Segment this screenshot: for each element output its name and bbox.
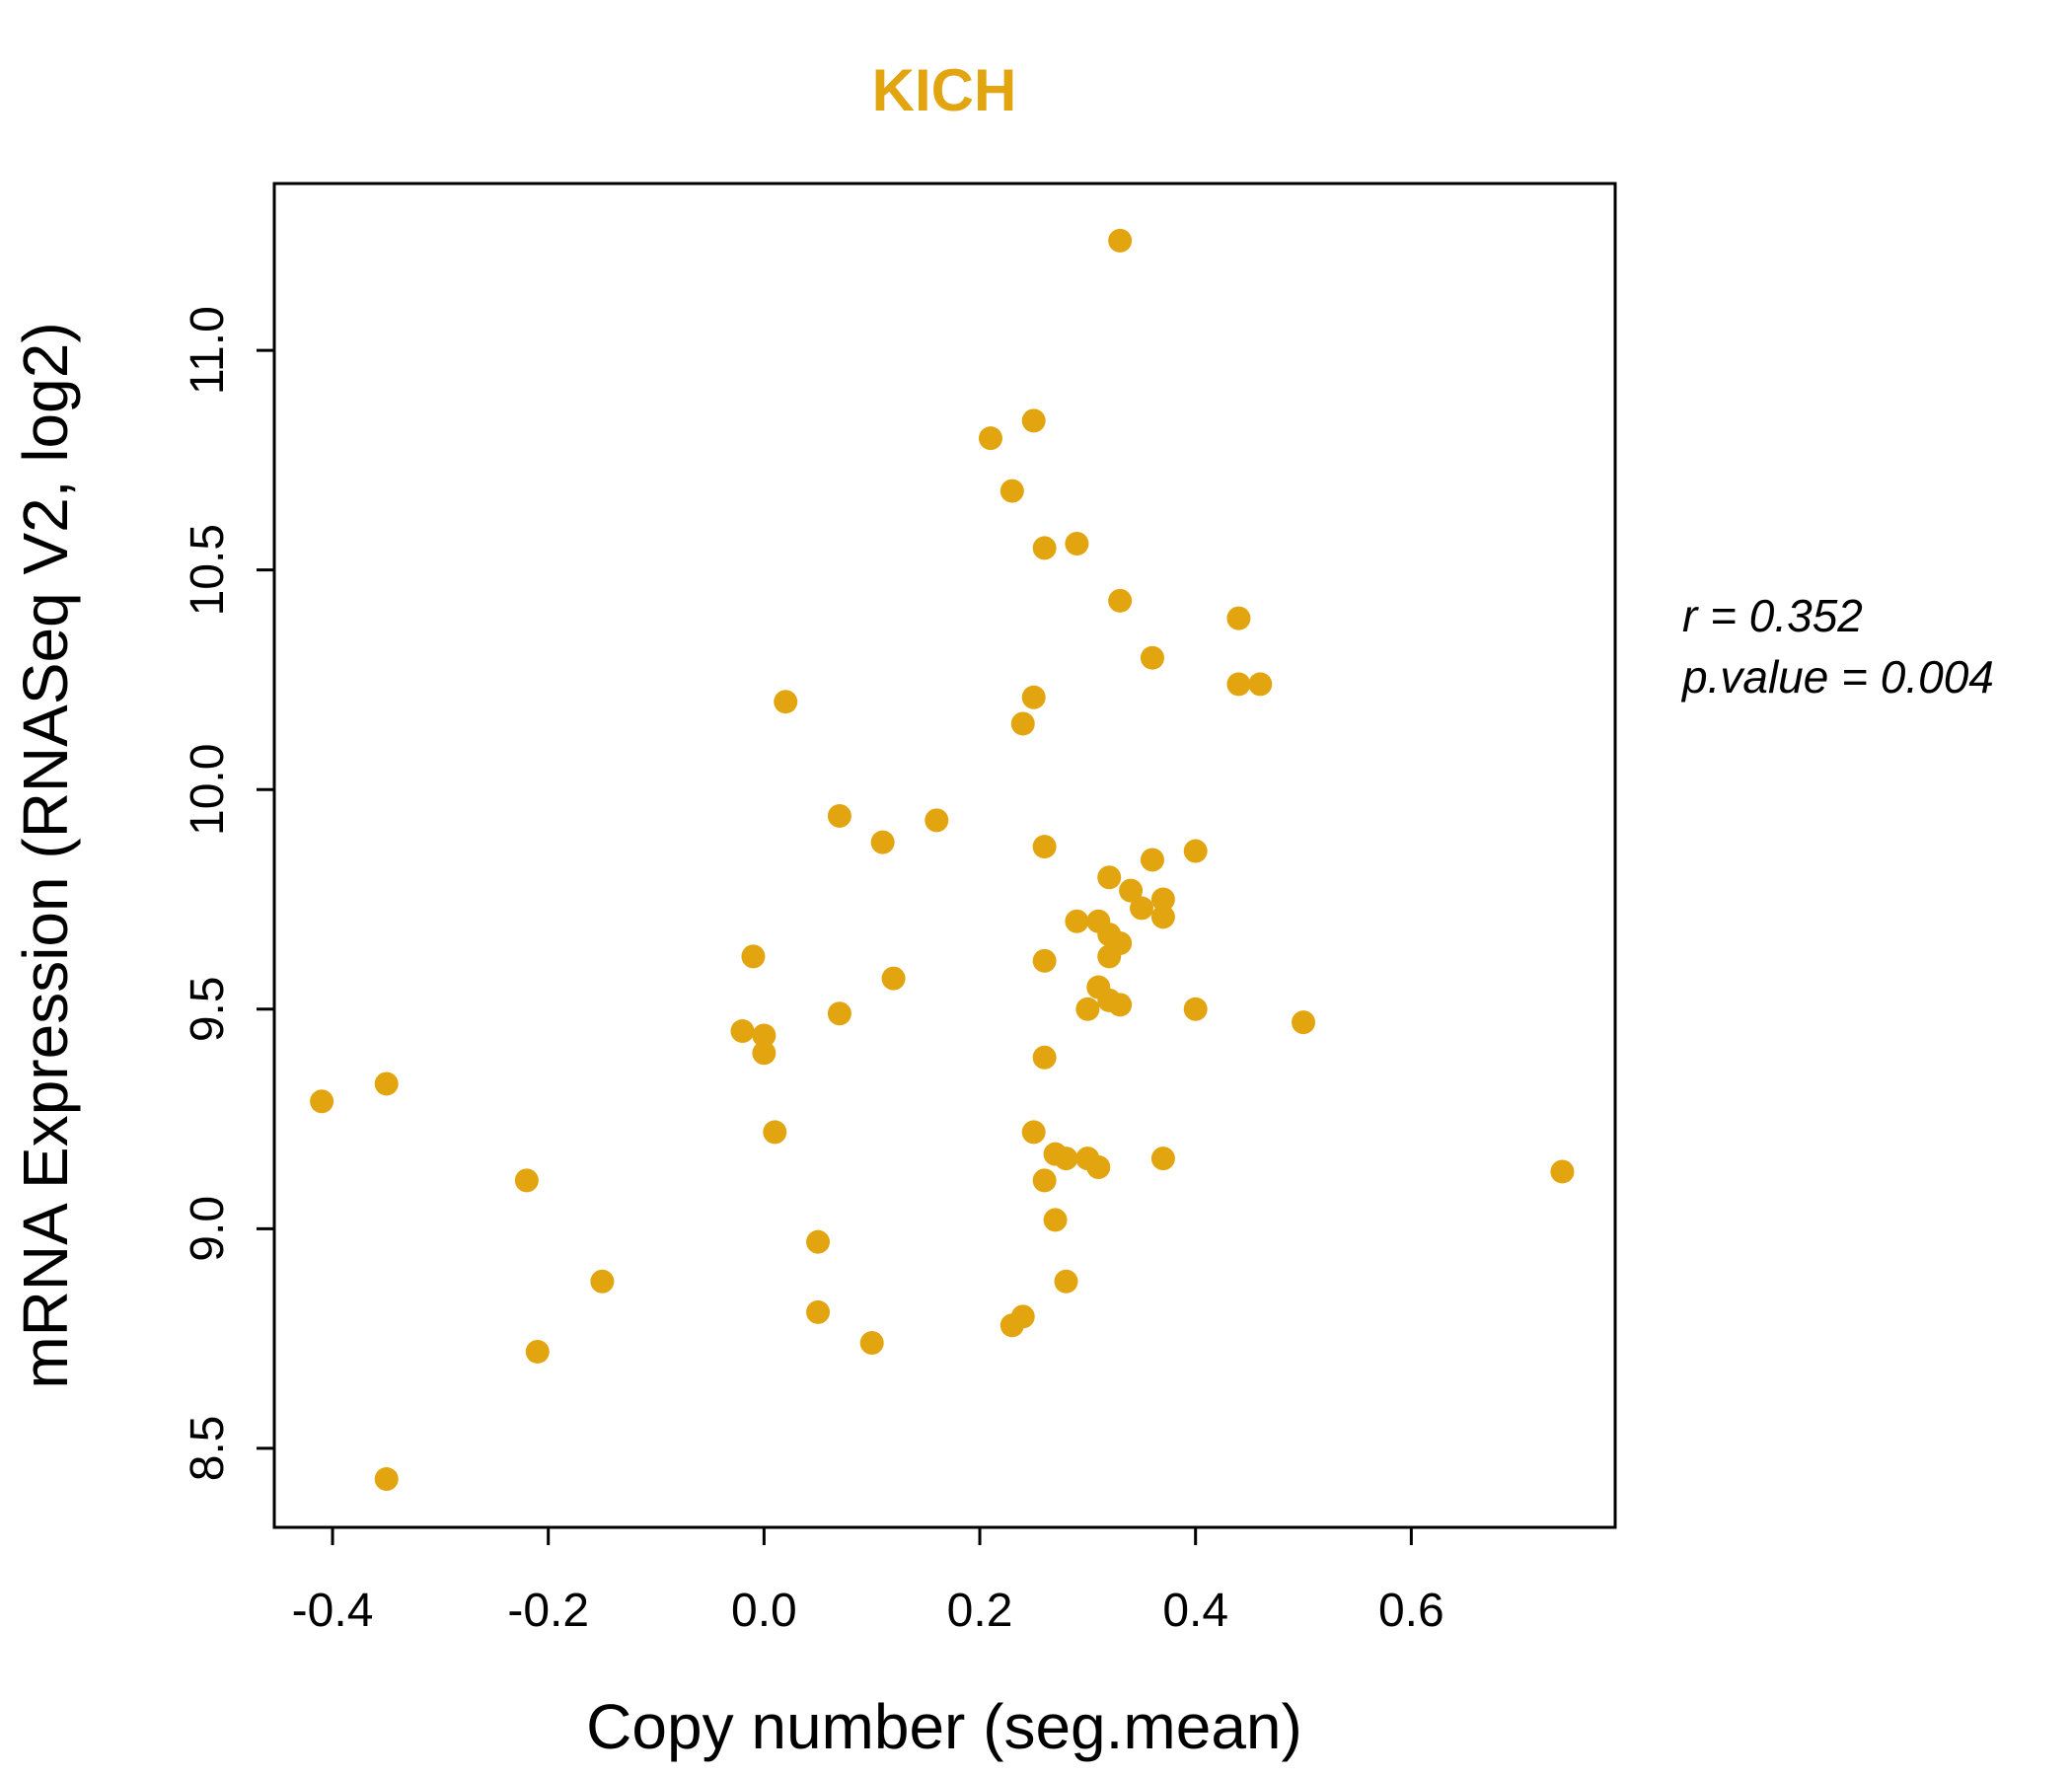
data-point <box>1140 645 1164 670</box>
data-point <box>925 808 949 833</box>
data-point <box>859 1331 884 1356</box>
data-point <box>1075 997 1100 1021</box>
x-tick-label: -0.2 <box>507 1585 589 1637</box>
data-point <box>806 1299 831 1324</box>
data-point <box>1097 944 1122 969</box>
x-tick-label: 0.4 <box>1162 1585 1228 1637</box>
data-point <box>1086 1155 1111 1180</box>
data-point <box>752 1041 777 1066</box>
x-tick-label: 0.0 <box>731 1585 797 1637</box>
data-point <box>1108 588 1133 613</box>
data-point <box>1226 606 1251 630</box>
data-point <box>525 1339 550 1364</box>
x-axis-label: Copy number (seg.mean) <box>586 1691 1302 1762</box>
y-tick-label: 10.5 <box>182 524 234 616</box>
data-point <box>1032 948 1057 973</box>
y-tick-label: 9.5 <box>182 976 234 1042</box>
data-point <box>1021 408 1046 433</box>
data-point <box>590 1269 615 1294</box>
data-point <box>1550 1159 1575 1184</box>
data-point <box>514 1168 539 1193</box>
data-point <box>1010 711 1035 736</box>
data-point <box>827 1001 851 1026</box>
data-point <box>1248 672 1273 697</box>
data-point <box>1043 1208 1068 1232</box>
data-point <box>1032 835 1057 859</box>
p-value-annotation: p.value = 0.004 <box>1680 651 1994 703</box>
data-point <box>1108 228 1133 253</box>
data-point <box>881 966 906 991</box>
y-tick-label: 8.5 <box>182 1416 234 1482</box>
data-point <box>1119 878 1144 903</box>
data-point <box>741 944 766 969</box>
data-point <box>1097 865 1122 890</box>
data-point <box>310 1089 334 1114</box>
plot-canvas: -0.4 -0.2 0.0 0.2 0.4 0.6 8.5 9.0 9.5 10.0 10.5 11.… <box>182 182 1617 1637</box>
y-tick-label: 10.0 <box>182 744 234 836</box>
data-point <box>1054 1147 1078 1171</box>
data-point <box>1054 1269 1078 1294</box>
data-point <box>1226 672 1251 697</box>
data-point <box>978 426 1002 451</box>
data-point <box>374 1072 399 1096</box>
data-point <box>1108 993 1133 1017</box>
data-point <box>827 803 851 828</box>
x-tick-label: 0.6 <box>1378 1585 1444 1637</box>
data-point <box>763 1120 787 1145</box>
r-value-annotation: r = 0.352 <box>1682 590 1863 641</box>
plot-title: KICH <box>872 57 1017 123</box>
y-axis-label: mRNA Expression (RNASeq V2, log2) <box>10 322 81 1388</box>
data-point <box>1150 905 1175 929</box>
data-point <box>1065 909 1089 933</box>
data-point <box>1150 887 1175 912</box>
data-point <box>870 830 895 854</box>
data-point <box>774 690 798 714</box>
data-point <box>1032 1045 1057 1070</box>
data-point <box>1021 685 1046 709</box>
data-point <box>1130 896 1154 921</box>
y-tick-label: 9.0 <box>182 1196 234 1262</box>
data-point <box>1065 531 1089 555</box>
data-point <box>1032 1168 1057 1193</box>
data-point <box>999 479 1024 503</box>
y-tick-label: 11.0 <box>182 306 234 395</box>
data-point <box>1150 1147 1175 1171</box>
data-point <box>999 1313 1024 1338</box>
data-point <box>1021 1120 1046 1145</box>
data-point <box>1183 839 1208 863</box>
data-point <box>374 1467 399 1492</box>
data-point <box>1183 997 1208 1021</box>
data-point <box>806 1229 831 1254</box>
x-tick-label: -0.4 <box>292 1585 374 1637</box>
plot-border <box>272 182 1617 1529</box>
data-point <box>730 1019 755 1044</box>
data-point <box>752 1023 777 1048</box>
data-point <box>1140 848 1164 872</box>
data-point <box>1032 536 1057 560</box>
data-point <box>1292 1010 1316 1035</box>
x-tick-label: 0.2 <box>947 1585 1013 1637</box>
